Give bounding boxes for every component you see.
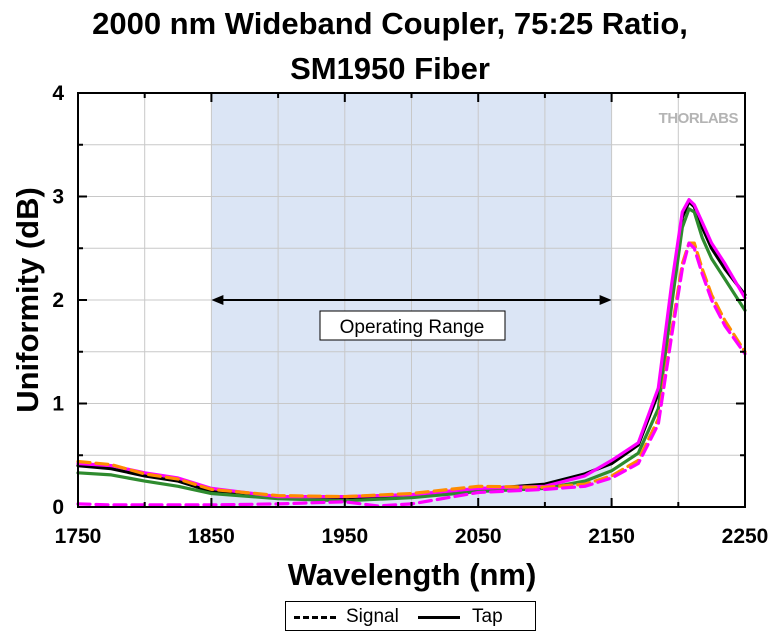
- x-axis-label: Wavelength (nm): [288, 557, 537, 592]
- x-tick-label: 1850: [188, 525, 235, 548]
- x-tick-label: 2150: [588, 525, 635, 548]
- series-signal-4: [76, 241, 747, 508]
- legend: Signal Tap: [285, 601, 536, 631]
- y-tick-label: 4: [52, 82, 64, 105]
- x-tick-label: 1750: [55, 525, 102, 548]
- y-tick-label: 3: [52, 186, 64, 209]
- y-tick-label: 1: [52, 393, 64, 416]
- legend-signal-swatch: [294, 616, 336, 619]
- axes: 1750 1850 1950 2050 2150 2250 0 1 2 3 4 Wavelength …: [10, 82, 768, 592]
- range-arrow-left-head: [211, 295, 224, 305]
- series-layer: [76, 198, 747, 508]
- range-label-box: [319, 310, 506, 341]
- x-tick-label: 2250: [722, 525, 769, 548]
- legend-tap-swatch: [418, 616, 460, 619]
- y-axis-label: Uniformity (dB): [10, 187, 45, 413]
- annotations: Operating Range THORLABS: [211, 110, 739, 341]
- thorlabs-watermark: THORLABS: [659, 110, 739, 127]
- series-tap-1: [76, 207, 747, 503]
- x-tick-label: 2050: [455, 525, 502, 548]
- x-tick-label: 1950: [321, 525, 368, 548]
- chart-title-line-1: 2000 nm Wideband Coupler, 75:25 Ratio,: [92, 6, 688, 41]
- chart-svg: Operating Range THORLABS 1750 1850 1950 2050…: [10, 82, 768, 592]
- y-tick-label: 0: [52, 496, 64, 519]
- y-tick-label: 2: [52, 289, 64, 312]
- chart-title-line-2: SM1950 Fiber: [290, 51, 490, 86]
- legend-signal-label: Signal: [346, 606, 399, 627]
- range-arrow-right-head: [599, 295, 612, 305]
- range-label: Operating Range: [340, 317, 485, 338]
- legend-tap-label: Tap: [472, 606, 503, 627]
